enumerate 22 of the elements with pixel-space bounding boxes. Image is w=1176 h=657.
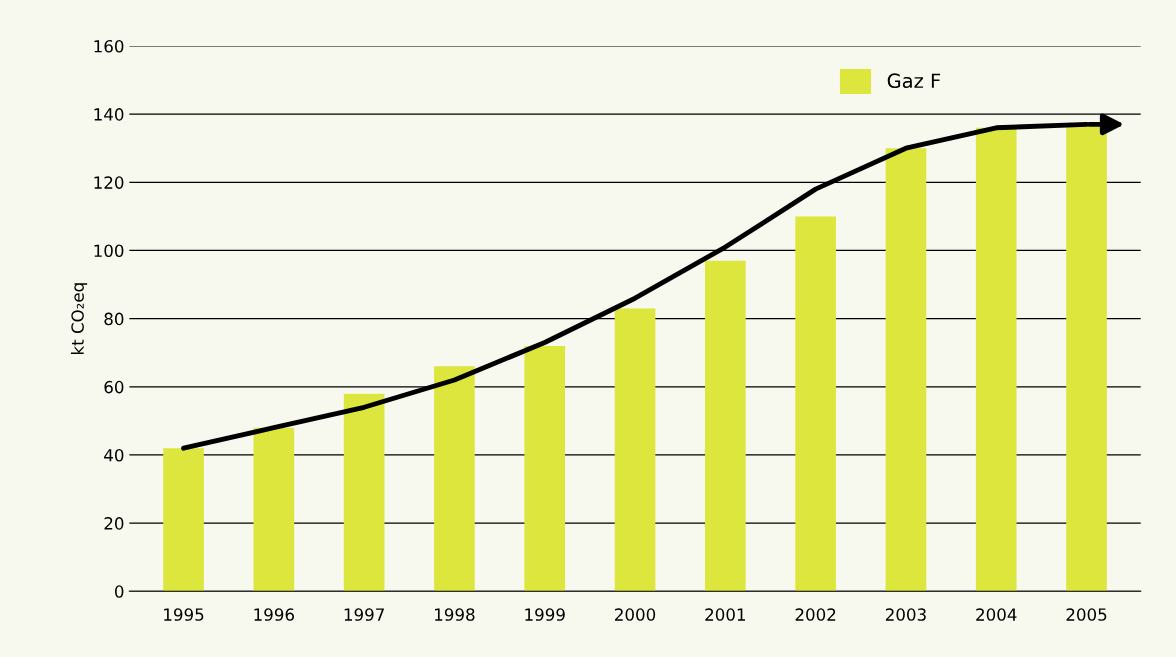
x-tick-label: 2000 [615,608,656,621]
y-tick-label: 120 [94,176,124,189]
y-tick-label: 0 [114,585,124,598]
y-axis-title: kt CO₂eq [71,283,88,355]
x-tick-label: 2002 [795,608,836,621]
y-tick-label: 140 [94,108,124,121]
legend-label: Gaz F [887,73,941,89]
x-tick-label: 2004 [976,608,1017,621]
x-tick-label: 1995 [164,608,204,621]
x-tick-label: 2003 [885,608,926,621]
x-tick-label: 1999 [525,608,565,621]
y-tick-label: 60 [104,380,124,394]
x-tick-label: 1998 [435,608,475,621]
y-tick-label: 80 [104,312,124,326]
y-tick-label: 100 [94,244,124,258]
y-tick-label: 40 [104,448,124,462]
x-tick-label: 1997 [344,608,384,621]
y-tick-label: 160 [94,39,124,53]
x-tick-label: 1996 [254,608,294,621]
x-tick-label: 2005 [1066,608,1107,621]
x-tick-label: 2001 [705,608,746,621]
y-tick-label: 20 [104,517,124,530]
